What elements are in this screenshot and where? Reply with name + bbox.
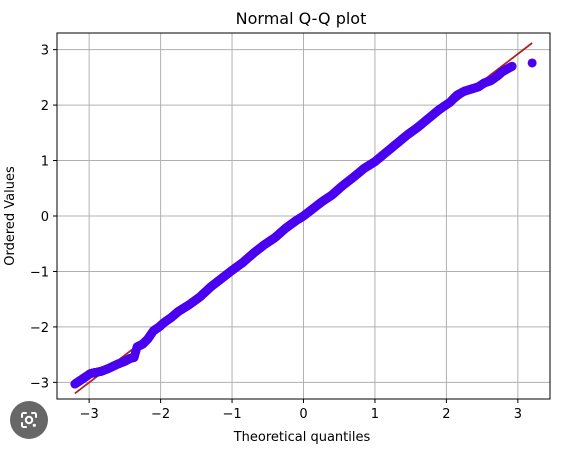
x-tick-label: 1 (371, 407, 379, 422)
x-axis-ticks: −3 −2 −1 0 1 2 3 (80, 399, 522, 422)
x-tick-label: −1 (222, 407, 241, 422)
y-tick-label: 1 (41, 155, 49, 170)
data-points (70, 58, 537, 389)
y-tick-label: 0 (41, 210, 49, 225)
camera-lens-icon (21, 412, 37, 428)
x-tick-label: −3 (80, 407, 99, 422)
grid-lines (57, 33, 550, 399)
y-axis-ticks: −3 −2 −1 0 1 2 3 (30, 44, 57, 391)
y-tick-label: −3 (30, 376, 49, 391)
y-tick-label: 3 (41, 44, 49, 59)
x-tick-label: 3 (514, 407, 522, 422)
y-tick-label: 2 (41, 99, 49, 114)
data-point (507, 61, 517, 71)
x-axis-label: Theoretical quantiles (233, 430, 371, 445)
x-tick-label: −2 (151, 407, 170, 422)
google-lens-button[interactable] (10, 401, 48, 439)
x-tick-label: 0 (299, 407, 307, 422)
y-axis-label: Ordered Values (3, 166, 18, 266)
y-tick-label: −2 (30, 321, 49, 336)
data-point (527, 58, 537, 68)
chart-title: Normal Q-Q plot (236, 9, 367, 28)
y-tick-label: −1 (30, 265, 49, 280)
x-tick-label: 2 (442, 407, 450, 422)
